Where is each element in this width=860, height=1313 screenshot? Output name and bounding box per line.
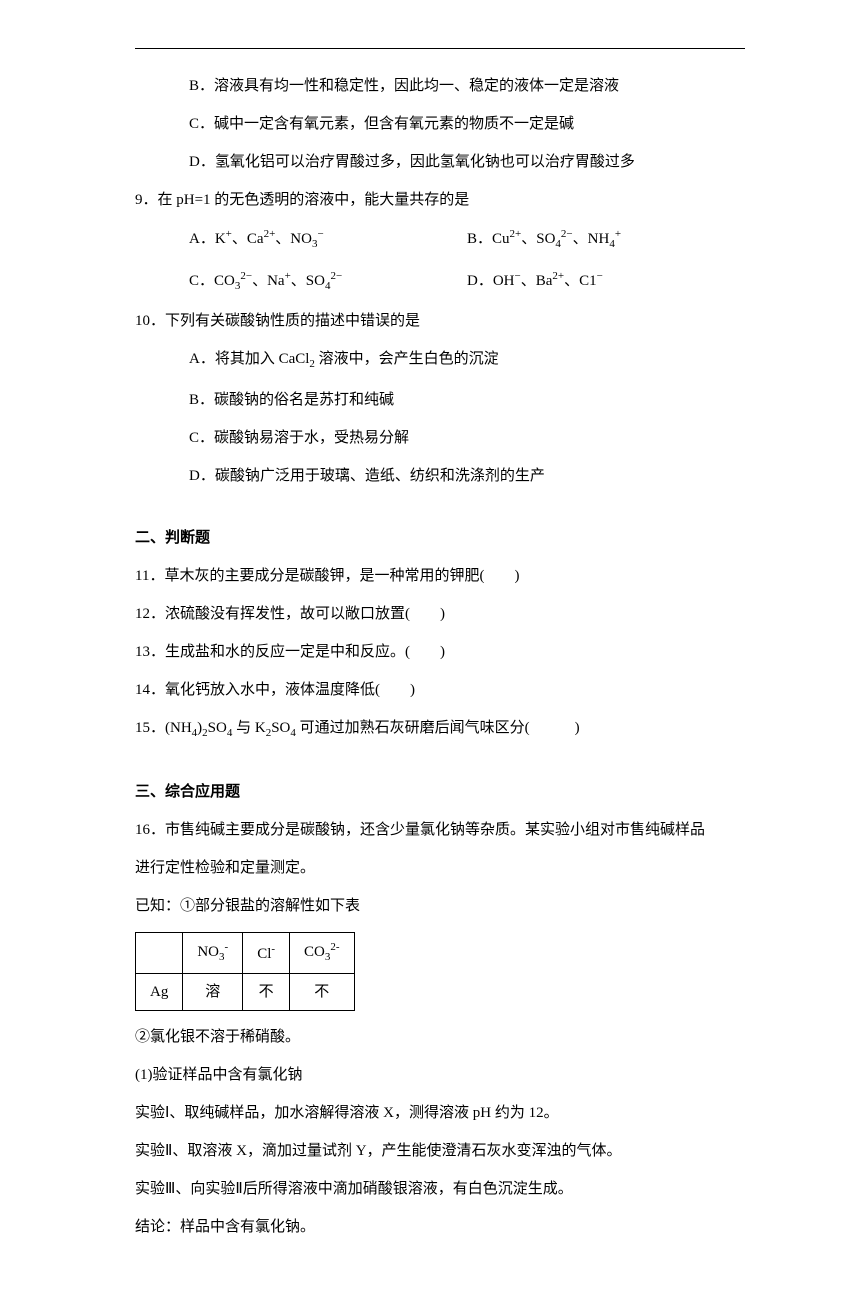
text: 、NO bbox=[275, 231, 312, 247]
sup: - bbox=[271, 943, 275, 955]
sup: 2− bbox=[561, 228, 573, 240]
q9-options-row-1: A．K+、Ca2+、NO3− B．Cu2+、SO42−、NH4+ bbox=[135, 226, 745, 254]
sup: 2+ bbox=[264, 228, 276, 240]
text: C．CO bbox=[189, 273, 235, 289]
table-cell-no3: NO3- bbox=[183, 933, 243, 974]
table-cell-empty bbox=[136, 933, 183, 974]
table-cell: 不 bbox=[243, 973, 290, 1010]
solubility-table: NO3- Cl- CO32- Ag 溶 不 不 bbox=[135, 932, 355, 1011]
table-cell-co3: CO32- bbox=[290, 933, 355, 974]
table-cell-cl: Cl- bbox=[243, 933, 290, 974]
sup: 2− bbox=[330, 270, 342, 282]
text: 、NH bbox=[573, 231, 610, 247]
sup: 2+ bbox=[510, 228, 522, 240]
text: CO bbox=[304, 944, 325, 960]
q16-exp-2: 实验Ⅱ、取溶液 X，滴加过量试剂 Y，产生能使澄清石灰水变浑浊的气体。 bbox=[135, 1139, 745, 1163]
q16-exp-3: 实验Ⅲ、向实验Ⅱ后所得溶液中滴加硝酸银溶液，有白色沉淀生成。 bbox=[135, 1177, 745, 1201]
q14: 14．氧化钙放入水中，液体温度降低( ) bbox=[135, 678, 745, 702]
text: 15．(NH bbox=[135, 720, 192, 736]
q10-option-a: A．将其加入 CaCl2 溶液中，会产生白色的沉淀 bbox=[135, 347, 745, 374]
sup: − bbox=[317, 228, 323, 240]
q10-option-d: D．碳酸钠广泛用于玻璃、造纸、纺织和洗涤剂的生产 bbox=[135, 464, 745, 488]
text: 、C1 bbox=[564, 273, 597, 289]
text: Cl bbox=[257, 946, 271, 962]
q11: 11．草木灰的主要成分是碳酸钾，是一种常用的钾肥( ) bbox=[135, 564, 745, 588]
text: D．OH bbox=[467, 273, 515, 289]
text: 可通过加熟石灰研磨后闻气味区分( ) bbox=[296, 720, 580, 736]
text: 溶液中，会产生白色的沉淀 bbox=[315, 351, 499, 367]
text: A．K bbox=[189, 231, 226, 247]
q9-option-c: C．CO32−、Na+、SO42− bbox=[189, 268, 467, 296]
text: NO bbox=[197, 944, 219, 960]
table-row: Ag 溶 不 不 bbox=[136, 973, 355, 1010]
q9-stem: 9．在 pH=1 的无色透明的溶液中，能大量共存的是 bbox=[135, 188, 745, 212]
q10-stem: 10．下列有关碳酸钠性质的描述中错误的是 bbox=[135, 309, 745, 333]
q16-note-2: ②氯化银不溶于稀硝酸。 bbox=[135, 1025, 745, 1049]
text: 、SO bbox=[521, 231, 555, 247]
q16-part-1: (1)验证样品中含有氯化钠 bbox=[135, 1063, 745, 1087]
q9-option-a: A．K+、Ca2+、NO3− bbox=[189, 226, 467, 254]
header-rule bbox=[135, 48, 745, 49]
q10-option-b: B．碳酸钠的俗名是苏打和纯碱 bbox=[135, 388, 745, 412]
q12: 12．浓硫酸没有挥发性，故可以敞口放置( ) bbox=[135, 602, 745, 626]
sup: 2- bbox=[330, 941, 339, 953]
table-cell: 不 bbox=[290, 973, 355, 1010]
table-cell: Ag bbox=[136, 973, 183, 1010]
q16-line-1: 16．市售纯碱主要成分是碳酸钠，还含少量氯化钠等杂质。某实验小组对市售纯碱样品 bbox=[135, 818, 745, 842]
table-cell: 溶 bbox=[183, 973, 243, 1010]
text: 、Ba bbox=[521, 273, 553, 289]
q8-option-c: C．碱中一定含有氧元素，但含有氧元素的物质不一定是碱 bbox=[135, 112, 745, 136]
sup: - bbox=[225, 941, 229, 953]
text: B．Cu bbox=[467, 231, 510, 247]
section-2-title: 二、判断题 bbox=[135, 526, 745, 550]
q16-conclusion: 结论：样品中含有氯化钠。 bbox=[135, 1215, 745, 1239]
q9-option-d: D．OH−、Ba2+、C1− bbox=[467, 268, 745, 296]
table-header-row: NO3- Cl- CO32- bbox=[136, 933, 355, 974]
text: SO bbox=[208, 720, 227, 736]
sup: 2+ bbox=[552, 270, 564, 282]
text: 、SO bbox=[291, 273, 325, 289]
q13: 13．生成盐和水的反应一定是中和反应。( ) bbox=[135, 640, 745, 664]
sup: + bbox=[615, 228, 621, 240]
q9-options-row-2: C．CO32−、Na+、SO42− D．OH−、Ba2+、C1− bbox=[135, 268, 745, 296]
text: SO bbox=[271, 720, 290, 736]
q16-line-2: 进行定性检验和定量测定。 bbox=[135, 856, 745, 880]
text: A．将其加入 CaCl bbox=[189, 351, 309, 367]
q9-option-b: B．Cu2+、SO42−、NH4+ bbox=[467, 226, 745, 254]
q8-option-d: D．氢氧化铝可以治疗胃酸过多，因此氢氧化钠也可以治疗胃酸过多 bbox=[135, 150, 745, 174]
q8-option-b: B．溶液具有均一性和稳定性，因此均一、稳定的液体一定是溶液 bbox=[135, 74, 745, 98]
page-content: B．溶液具有均一性和稳定性，因此均一、稳定的液体一定是溶液 C．碱中一定含有氧元… bbox=[0, 0, 860, 1313]
sup: 2− bbox=[240, 270, 252, 282]
q15: 15．(NH4)2SO4 与 K2SO4 可通过加熟石灰研磨后闻气味区分( ) bbox=[135, 716, 745, 743]
q10-option-c: C．碳酸钠易溶于水，受热易分解 bbox=[135, 426, 745, 450]
q16-exp-1: 实验Ⅰ、取纯碱样品，加水溶解得溶液 X，测得溶液 pH 约为 12。 bbox=[135, 1101, 745, 1125]
section-3-title: 三、综合应用题 bbox=[135, 780, 745, 804]
text: 、Ca bbox=[232, 231, 264, 247]
text: 、Na bbox=[252, 273, 285, 289]
sup: − bbox=[597, 270, 603, 282]
q16-known: 已知：①部分银盐的溶解性如下表 bbox=[135, 894, 745, 918]
text: 与 K bbox=[232, 720, 265, 736]
